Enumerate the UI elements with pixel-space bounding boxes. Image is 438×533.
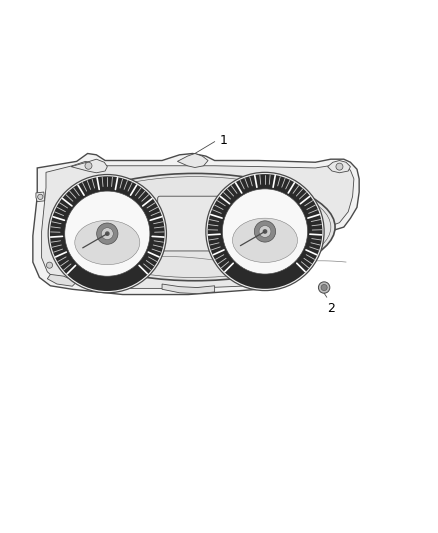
Polygon shape — [33, 154, 359, 295]
Circle shape — [48, 174, 166, 293]
Circle shape — [97, 223, 118, 244]
Circle shape — [336, 163, 343, 170]
Ellipse shape — [75, 220, 140, 265]
Ellipse shape — [233, 218, 297, 263]
Circle shape — [254, 221, 276, 242]
Polygon shape — [162, 284, 215, 294]
Circle shape — [102, 228, 113, 239]
Circle shape — [50, 176, 165, 291]
Circle shape — [65, 191, 150, 276]
Polygon shape — [36, 192, 45, 201]
Circle shape — [263, 229, 267, 234]
Circle shape — [38, 194, 43, 199]
Polygon shape — [328, 160, 350, 173]
Polygon shape — [47, 274, 77, 286]
Ellipse shape — [55, 173, 335, 281]
Polygon shape — [71, 159, 107, 173]
Circle shape — [318, 282, 330, 293]
Circle shape — [46, 262, 53, 268]
Circle shape — [259, 225, 271, 237]
Circle shape — [208, 174, 322, 289]
Circle shape — [321, 285, 327, 290]
FancyBboxPatch shape — [158, 196, 228, 251]
Circle shape — [85, 162, 92, 169]
Text: 1: 1 — [220, 134, 228, 147]
Circle shape — [105, 231, 110, 236]
Polygon shape — [177, 154, 208, 167]
Circle shape — [223, 189, 307, 274]
Text: 2: 2 — [328, 302, 336, 314]
Circle shape — [206, 172, 324, 290]
Polygon shape — [42, 161, 354, 288]
